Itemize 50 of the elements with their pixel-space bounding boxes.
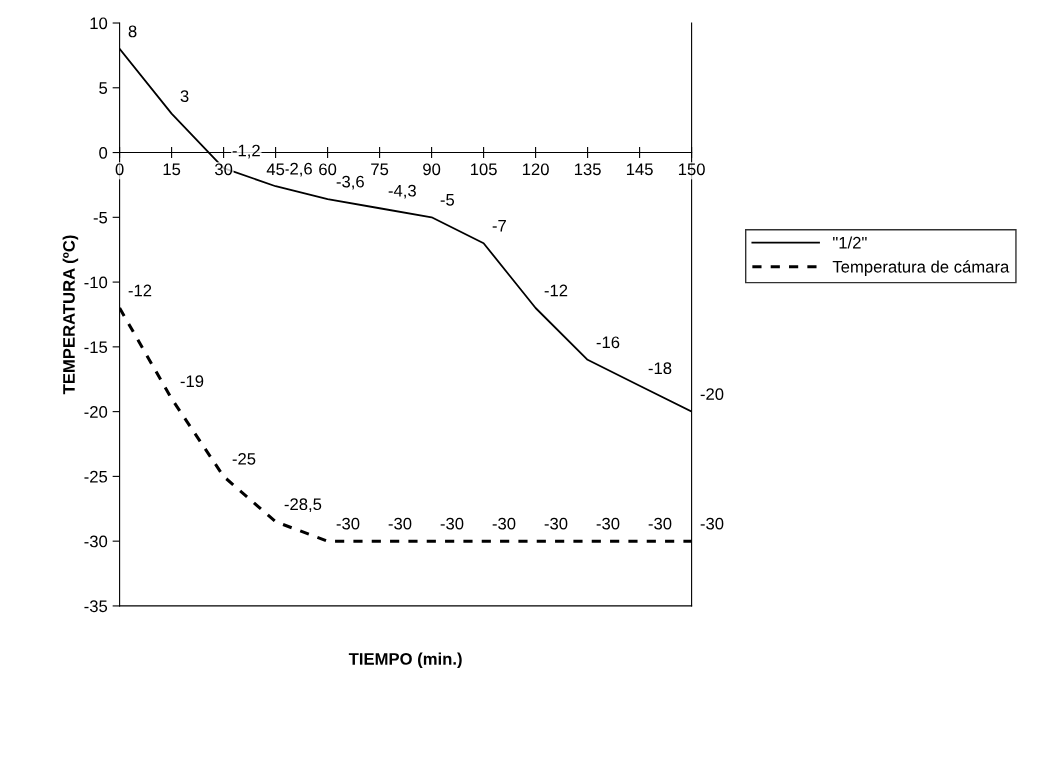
data-label: -18 [648, 362, 672, 375]
data-label: -30 [648, 517, 672, 530]
data-label: -30 [388, 517, 412, 530]
data-label: -7 [492, 219, 506, 232]
data-label: -20 [700, 388, 724, 400]
data-label: -30 [544, 517, 568, 530]
x-tick-label: 120 [522, 163, 549, 176]
y-axis-title: TEMPERATURA (ºC) [62, 235, 79, 395]
data-label: -25 [232, 452, 256, 465]
data-label: -12 [544, 284, 568, 297]
data-label: 3 [180, 90, 189, 103]
data-label: -12 [128, 284, 152, 297]
data-label: -19 [180, 375, 204, 388]
x-tick-label: 60 [319, 163, 337, 176]
x-tick-label: 45 [266, 163, 285, 176]
y-tick-label: -5 [93, 211, 108, 224]
legend-label: Temperatura de cámara [832, 260, 1010, 276]
data-label: -30 [336, 517, 360, 530]
y-tick-label: 0 [99, 146, 108, 159]
y-tick-label: -30 [84, 535, 108, 548]
x-tick-label: 135 [574, 163, 601, 176]
data-label: -16 [596, 336, 620, 349]
x-tick-label: 90 [423, 163, 441, 176]
data-label: -30 [492, 517, 516, 530]
x-tick-label: 105 [470, 163, 497, 176]
data-label: -4,3 [388, 184, 416, 199]
y-tick-label: -10 [84, 276, 108, 289]
x-tick-label: 0 [115, 163, 124, 176]
x-tick-label: 30 [214, 163, 233, 176]
y-tick-label: 10 [90, 17, 108, 30]
x-axis-title: TIEMPO (min.) [348, 652, 462, 669]
data-label: -30 [596, 517, 620, 530]
y-tick-label: -20 [84, 406, 108, 418]
data-label: -30 [440, 517, 464, 530]
data-label: -3,6 [336, 175, 364, 190]
data-label: -1,2 [232, 144, 260, 159]
y-tick-label: -25 [84, 470, 108, 483]
x-tick-label: 75 [371, 163, 389, 176]
data-label: -2,6 [284, 162, 312, 177]
x-tick-label: 145 [626, 163, 653, 176]
y-tick-label: 5 [99, 82, 108, 94]
y-tick-label: -35 [84, 600, 108, 613]
data-label: -28,5 [284, 498, 322, 513]
data-label: 8 [128, 25, 137, 38]
x-tick-label: 15 [163, 163, 181, 176]
legend-label: "1/2" [833, 236, 867, 249]
data-label: -30 [700, 517, 724, 530]
x-tick-label: 150 [678, 163, 705, 176]
y-tick-label: -15 [84, 341, 108, 354]
data-label: -5 [440, 194, 455, 206]
